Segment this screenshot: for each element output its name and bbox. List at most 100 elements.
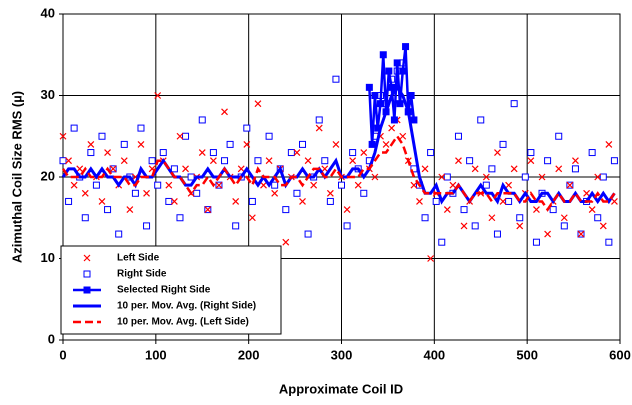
point (326, 189, 334, 197)
point (126, 206, 134, 214)
point (544, 157, 552, 165)
point (410, 116, 418, 124)
legend-box (60, 245, 282, 335)
point (388, 83, 396, 91)
point (304, 157, 312, 165)
point (588, 149, 596, 157)
point (304, 230, 312, 238)
point (527, 157, 535, 165)
point (388, 124, 396, 132)
point (527, 149, 535, 157)
point (176, 214, 184, 222)
point (332, 140, 340, 148)
point (248, 197, 256, 205)
point (287, 149, 295, 157)
point (170, 198, 178, 205)
point (583, 189, 591, 197)
point (187, 173, 195, 181)
point (87, 140, 95, 148)
point (260, 181, 267, 189)
point (232, 198, 240, 205)
point (165, 181, 173, 189)
point (477, 116, 485, 124)
point (271, 181, 279, 189)
point (571, 165, 579, 173)
point (271, 189, 279, 197)
point (143, 222, 151, 230)
point (70, 181, 78, 189)
x-tick-label: 0 (59, 347, 66, 362)
point (577, 230, 585, 238)
legend-marker (83, 286, 91, 294)
point (482, 181, 490, 189)
point (154, 92, 162, 99)
point (120, 140, 128, 148)
point (460, 206, 468, 214)
point (310, 181, 318, 189)
point (315, 116, 323, 124)
point (176, 132, 184, 140)
point (421, 214, 429, 222)
x-tick-label: 300 (331, 347, 353, 362)
point (443, 206, 451, 214)
point (611, 198, 618, 205)
point (566, 181, 574, 189)
point (159, 149, 167, 157)
point (402, 43, 410, 51)
point (382, 140, 390, 148)
point (599, 173, 607, 181)
legend-label: Right Side (117, 269, 167, 280)
point (588, 206, 596, 214)
point (455, 157, 462, 165)
point (221, 108, 228, 116)
point (299, 140, 307, 148)
point (59, 132, 67, 140)
point (443, 173, 451, 181)
y-tick-label: 20 (41, 168, 55, 183)
point (427, 255, 435, 262)
point (410, 181, 418, 189)
point (115, 230, 123, 238)
point (390, 116, 398, 124)
point (70, 124, 78, 132)
point (494, 149, 501, 156)
point (376, 100, 384, 108)
point (204, 206, 212, 214)
point (59, 157, 67, 165)
point (92, 181, 100, 189)
x-tick-label: 200 (238, 347, 260, 362)
point (104, 149, 111, 156)
point (560, 214, 568, 222)
point (98, 132, 106, 140)
point (605, 140, 613, 148)
point (449, 181, 457, 189)
legend-marker (83, 254, 91, 262)
point (572, 157, 579, 165)
x-axis-title: Approximate Coil ID (279, 381, 403, 396)
point (532, 238, 540, 246)
point (396, 100, 404, 108)
point (538, 173, 546, 181)
point (371, 92, 379, 99)
point (599, 222, 607, 230)
point (87, 149, 95, 157)
point (544, 230, 552, 238)
point (243, 140, 251, 148)
point (120, 157, 128, 165)
point (510, 165, 518, 173)
point (65, 197, 73, 205)
point (493, 230, 501, 238)
point (338, 181, 345, 189)
y-axis-title: Azimuthal Coil Size RMS (µ) (9, 91, 24, 263)
point (505, 181, 513, 189)
point (109, 165, 117, 173)
point (243, 124, 251, 132)
point (416, 198, 423, 205)
x-tick-label: 100 (145, 347, 167, 362)
point (407, 92, 415, 99)
series-line (61, 84, 616, 205)
legend-label: Left Side (117, 253, 160, 264)
legend-label: 10 per. Mov. Avg. (Left Side) (117, 317, 249, 328)
point (332, 75, 340, 83)
